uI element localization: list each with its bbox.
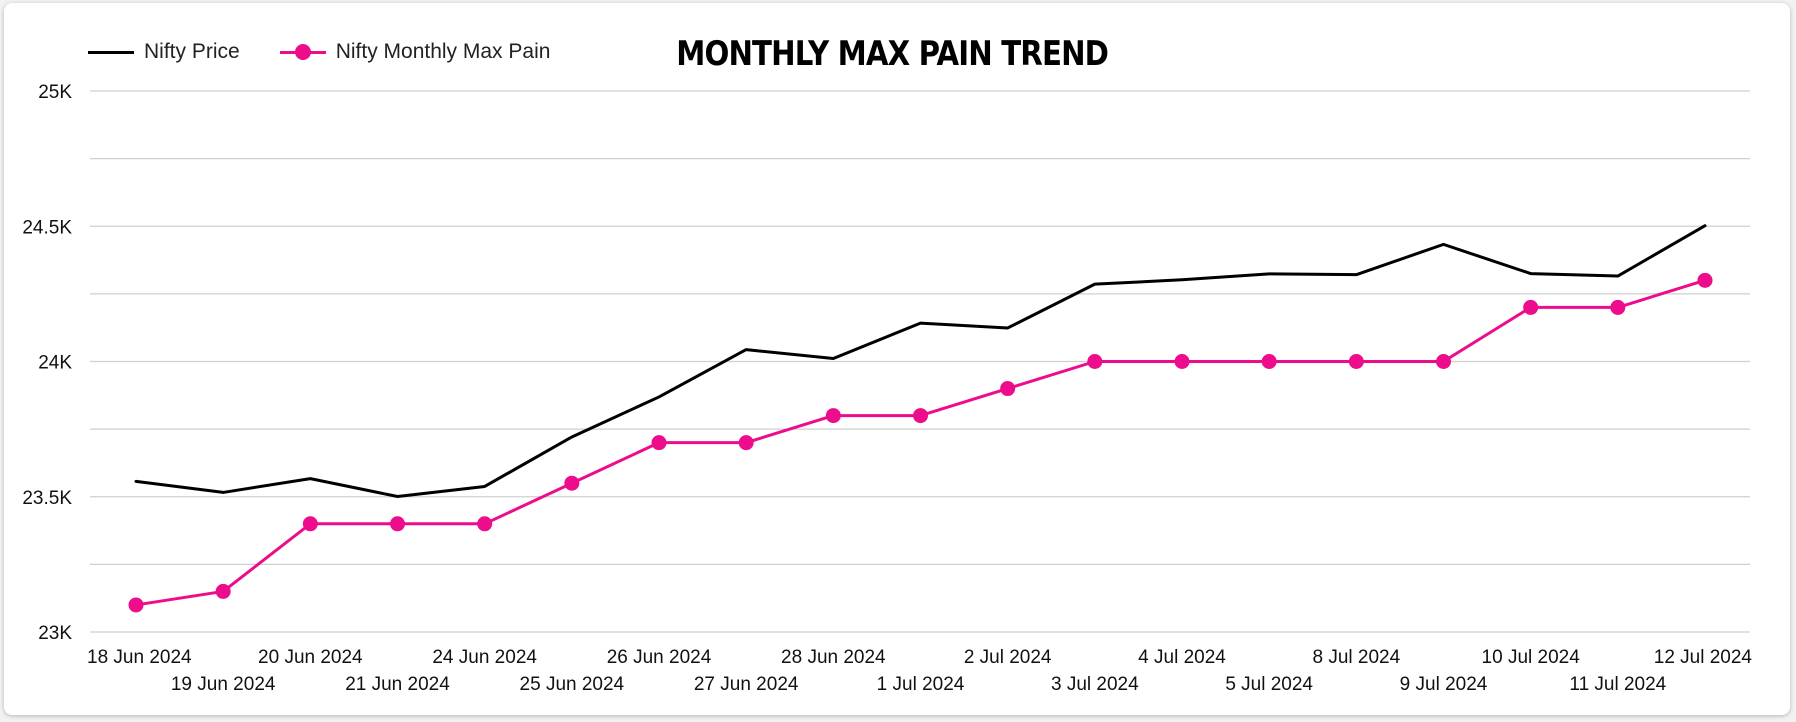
y-tick-label: 24K bbox=[38, 353, 72, 374]
data-point[interactable] bbox=[1348, 354, 1364, 369]
legend-swatch-line-icon bbox=[88, 43, 134, 61]
legend-label-nifty-monthly-max-pain: Nifty Monthly Max Pain bbox=[335, 40, 551, 63]
x-tick-label: 20 Jun 2024 bbox=[258, 647, 363, 668]
y-tick-label: 25K bbox=[38, 82, 72, 103]
data-point[interactable] bbox=[1697, 272, 1713, 288]
legend-label-nifty-price: Nifty Price bbox=[144, 40, 240, 63]
legend-swatch-line-dot-icon bbox=[279, 43, 326, 61]
x-tick-label: 18 Jun 2024 bbox=[87, 647, 192, 668]
y-tick-label: 23K bbox=[38, 623, 72, 644]
data-point[interactable] bbox=[215, 583, 231, 599]
data-point[interactable] bbox=[477, 516, 493, 532]
x-tick-label: 24 Jun 2024 bbox=[432, 647, 537, 668]
data-point[interactable] bbox=[128, 597, 144, 613]
data-point[interactable] bbox=[651, 435, 667, 451]
x-tick-label: 12 Jul 2024 bbox=[1654, 647, 1753, 668]
data-point[interactable] bbox=[390, 516, 405, 532]
legend-item-nifty-price[interactable]: Nifty Price bbox=[88, 40, 240, 64]
data-point[interactable] bbox=[1523, 299, 1539, 315]
data-point[interactable] bbox=[1436, 354, 1451, 369]
data-point[interactable] bbox=[1000, 381, 1016, 397]
x-tick-label: 11 Jul 2024 bbox=[1569, 674, 1666, 695]
x-tick-label: 4 Jul 2024 bbox=[1138, 647, 1226, 668]
chart-card bbox=[4, 3, 1790, 715]
x-tick-label: 21 Jun 2024 bbox=[345, 674, 450, 695]
x-tick-label: 8 Jul 2024 bbox=[1312, 647, 1400, 668]
x-tick-label: 25 Jun 2024 bbox=[520, 674, 625, 695]
y-tick-label: 23.5K bbox=[22, 488, 72, 509]
data-point[interactable] bbox=[564, 475, 580, 491]
series-line bbox=[134, 224, 1707, 498]
x-axis-tick-labels: 18 Jun 2024 19 Jun 2024 20 Jun 2024 21 Jun … bbox=[87, 647, 1752, 695]
grid-lines bbox=[90, 90, 1750, 633]
y-tick-label: 24.5K bbox=[22, 217, 72, 238]
x-tick-label: 27 Jun 2024 bbox=[694, 674, 799, 695]
x-tick-label: 2 Jul 2024 bbox=[964, 647, 1052, 668]
data-point[interactable] bbox=[1261, 354, 1277, 369]
legend[interactable]: Nifty Price Nifty Monthly Max Pain bbox=[88, 40, 590, 64]
series-nifty-monthly-max-pain bbox=[128, 272, 1713, 613]
series-nifty-price bbox=[134, 224, 1707, 498]
x-tick-label: 3 Jul 2024 bbox=[1051, 674, 1139, 695]
x-tick-label: 5 Jul 2024 bbox=[1225, 674, 1313, 695]
y-axis-tick-labels: 23K 23.5K 24K 24.5K 25K bbox=[22, 82, 72, 644]
data-point[interactable] bbox=[1610, 299, 1626, 315]
x-tick-label: 28 Jun 2024 bbox=[781, 647, 886, 668]
x-tick-label: 19 Jun 2024 bbox=[171, 674, 276, 695]
legend-item-nifty-monthly-max-pain[interactable]: Nifty Monthly Max Pain bbox=[279, 40, 551, 64]
data-point[interactable] bbox=[1174, 354, 1190, 369]
data-point[interactable] bbox=[738, 435, 754, 451]
x-tick-label: 1 Jul 2024 bbox=[877, 674, 965, 695]
data-point[interactable] bbox=[302, 516, 318, 532]
x-tick-label: 10 Jul 2024 bbox=[1482, 647, 1581, 668]
data-point[interactable] bbox=[825, 408, 841, 424]
data-point[interactable] bbox=[1087, 354, 1103, 369]
data-point[interactable] bbox=[913, 408, 928, 424]
x-tick-label: 9 Jul 2024 bbox=[1400, 674, 1488, 695]
series-lines bbox=[128, 224, 1713, 613]
series-line bbox=[134, 278, 1707, 607]
x-tick-label: 26 Jun 2024 bbox=[607, 647, 712, 668]
